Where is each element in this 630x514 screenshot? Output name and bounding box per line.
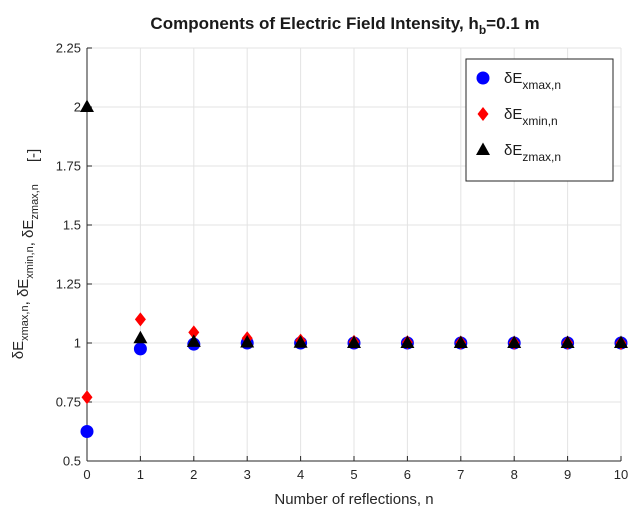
y-tick-labels: 0.5 0.75 1 1.25 1.5 1.75 2 2.25	[56, 41, 81, 469]
x-tick-label: 10	[614, 467, 628, 482]
x-axis-label: Number of reflections, n	[274, 491, 433, 508]
x-tick-label: 4	[297, 467, 304, 482]
svg-text:Components of Electric Field I: Components of Electric Field Intensity, …	[150, 14, 539, 37]
y-label-part: δE	[10, 341, 27, 359]
chart-title: Components of Electric Field Intensity, …	[150, 14, 539, 37]
y-tick-label: 1.75	[56, 159, 81, 174]
legend-box	[465, 58, 614, 182]
x-tick-label: 5	[350, 467, 357, 482]
y-tick-label: 0.75	[56, 395, 81, 410]
data-point-triangle	[400, 335, 415, 348]
svg-text:δExmax,n, δExmin,n, δEzmax,n[-: δExmax,n, δExmin,n, δEzmax,n[-]	[10, 149, 42, 359]
data-point-triangle	[560, 335, 575, 348]
data-point-triangle	[240, 335, 255, 348]
data-point-triangle	[347, 335, 361, 348]
data-point-circle	[133, 342, 147, 356]
chart-title-subscript: b	[479, 23, 486, 37]
y-label-part: , δE	[15, 279, 32, 306]
x-tick-label: 3	[244, 467, 251, 482]
y-label-subscript: zmax,n	[29, 184, 41, 219]
legend-label: δEzmax,n	[504, 142, 561, 164]
y-label-part: , δE	[20, 220, 37, 247]
chart-title-main: Components of Electric Field Intensity, …	[150, 14, 478, 33]
series-triangle	[80, 99, 628, 348]
legend-entry-triangle: δEzmax,n	[476, 142, 561, 164]
y-tick-label: 2	[74, 100, 81, 115]
x-tick-label: 8	[511, 467, 518, 482]
data-point-triangle	[133, 330, 148, 344]
legend-label: δExmin,n	[504, 106, 558, 128]
y-label-subscript: xmin,n	[24, 246, 36, 278]
x-tick-label: 7	[457, 467, 464, 482]
data-point-triangle	[507, 335, 522, 348]
legend-label: δExmax,n	[504, 70, 561, 92]
data-point-triangle	[614, 335, 628, 348]
data-point-circle	[80, 425, 94, 438]
data-point-triangle	[80, 99, 94, 112]
data-point-triangle	[186, 334, 201, 347]
legend: δExmax,n δExmin,n δEzmax,n	[465, 58, 614, 182]
x-tick-labels: 0 1 2 3 4 5 6 7 8 9 10	[83, 467, 628, 482]
legend-marker-circle	[476, 71, 490, 85]
data-point-diamond	[81, 390, 93, 405]
legend-marker-triangle	[476, 142, 490, 155]
x-tick-label: 2	[190, 467, 197, 482]
y-tick-label: 0.5	[63, 454, 81, 469]
x-tick-label: 1	[137, 467, 144, 482]
data-point-triangle	[453, 335, 468, 348]
y-tick-label: 1.5	[63, 218, 81, 233]
data-point-diamond	[134, 312, 146, 327]
y-label-unit: [-]	[25, 149, 42, 162]
x-tick-label: 6	[404, 467, 411, 482]
x-tick-label: 9	[564, 467, 571, 482]
data-point-diamond	[188, 325, 200, 340]
y-tick-label: 2.25	[56, 41, 81, 56]
y-label-subscript: xmax,n	[19, 305, 31, 340]
chart-title-rest: =0.1 m	[486, 14, 539, 33]
x-tick-label: 0	[83, 467, 90, 482]
legend-entry-diamond: δExmin,n	[477, 106, 558, 128]
data-point-triangle	[293, 335, 308, 348]
legend-entry-circle: δExmax,n	[476, 70, 561, 92]
legend-marker-diamond	[477, 107, 489, 121]
y-axis-label: δExmax,n, δExmin,n, δEzmax,n[-]	[10, 149, 42, 359]
y-tick-label: 1	[74, 336, 81, 351]
data-markers	[80, 99, 628, 438]
y-tick-label: 1.25	[56, 277, 81, 292]
